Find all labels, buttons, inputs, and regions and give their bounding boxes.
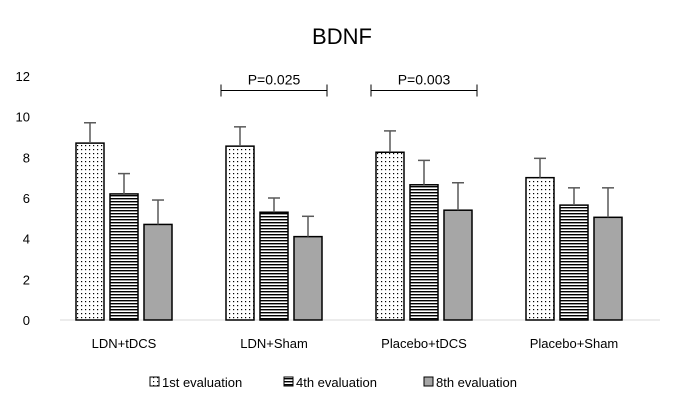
bar-3 [293,235,323,321]
bar-2 [109,193,139,321]
y-tick-label: 0 [23,313,30,328]
significance-annotations: P=0.025 P=0.003 [220,71,478,97]
x-category-label: LDN+Sham [240,336,308,351]
bar-3 [593,216,623,321]
bar-2 [559,204,589,321]
legend-label: 4th evaluation [296,375,377,390]
bar-1 [525,176,555,321]
bar-2 [259,211,289,321]
p-value-label: P=0.003 [398,71,451,87]
x-category-label: LDN+tDCS [92,336,157,351]
bar-3 [143,223,173,321]
legend-swatch [423,376,434,387]
legend-swatch [149,376,160,387]
legend: 1st evaluation 4th evaluation 8th evaluati… [149,375,517,390]
y-axis: 0 2 4 6 8 10 12 [16,69,30,328]
legend-label: 1st evaluation [162,375,242,390]
y-tick-label: 8 [23,150,30,165]
y-tick-label: 6 [23,191,30,206]
y-tick-label: 2 [23,272,30,287]
x-category-label: Placebo+Sham [530,336,619,351]
bar-1 [375,151,405,321]
chart-title: BDNF [312,24,372,49]
y-tick-label: 10 [16,110,30,125]
bar-3 [443,209,473,321]
legend-swatch [283,376,294,387]
x-category-label: Placebo+tDCS [381,336,467,351]
x-axis-categories: LDN+tDCS LDN+Sham Placebo+tDCS Placebo+Sham [92,336,619,351]
bar-2 [409,184,439,321]
p-value-label: P=0.025 [248,71,301,87]
bar-1 [225,145,255,321]
bar-1 [75,142,105,321]
bars-group [75,122,623,321]
legend-label: 8th evaluation [436,375,517,390]
y-tick-label: 4 [23,232,30,247]
y-tick-label: 12 [16,69,30,84]
